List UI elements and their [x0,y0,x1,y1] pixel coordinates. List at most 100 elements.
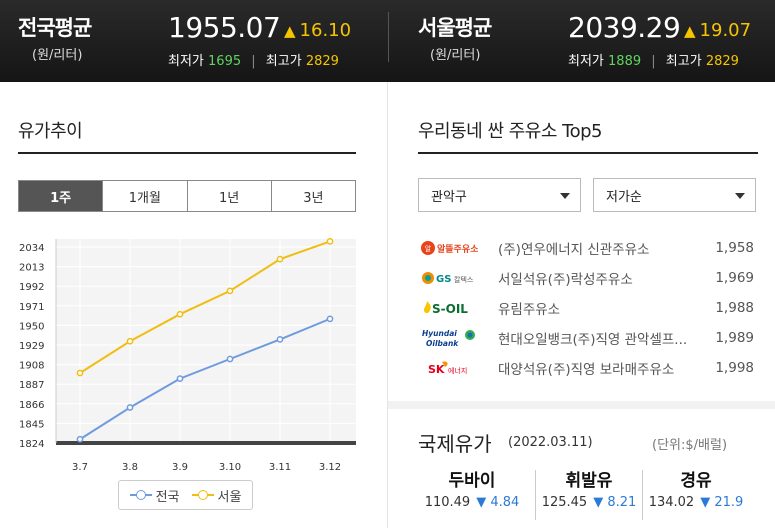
list-item[interactable]: SK 에너지 대양석유(주)직영 보라매주유소 1,998 [418,353,758,383]
cheap-stations-title: 우리동네 싼 주유소 Top5 [418,121,602,142]
station-name: 서일석유(주)락성주유소 [498,272,633,288]
intl-item-price: 134.02 [648,495,695,510]
station-name: (주)연우에너지 신관주유소 [498,242,650,258]
y-tick-label: 1824 [19,439,44,450]
legend-item-seoul[interactable]: 서울 [191,486,242,505]
station-price: 1,998 [715,360,754,376]
y-tick-label: 1950 [19,321,44,332]
intl-item-change: ▼ 21.9 [700,495,743,510]
tab-1-week[interactable]: 1주 [19,181,104,211]
seoul-average-title: 서울평균 [418,16,492,40]
list-item[interactable]: Hyundai Oilbank 현대오일뱅크(주)직영 관악셀프... 1,989 [418,323,758,353]
x-tick-label: 3.8 [122,462,138,473]
national-average-price: 1955.07 [168,11,281,44]
intl-oil-date: (2022.03.11) [508,435,593,450]
y-tick-label: 2013 [19,263,44,274]
list-item[interactable]: GS 칼텍스 서일석유(주)락성주유소 1,969 [418,263,758,293]
station-price: 1,969 [715,270,754,286]
separator: | [651,54,656,69]
national-average-unit: (원/리터) [32,48,83,63]
legend-line-marker-icon [191,490,214,500]
triangle-down-icon: ▼ [700,495,715,510]
national-average: 전국평균 (원/리터) 1955.07 ▲ 16.10 최저가 1695 | 최고… [0,0,388,82]
data-point [276,255,284,263]
tab-3-years[interactable]: 3년 [271,181,355,211]
seoul-average-price: 2039.29 [568,11,681,44]
svg-text:S-OIL: S-OIL [432,302,468,316]
x-tick-label: 3.9 [172,462,188,473]
station-name: 대양석유(주)직영 보라매주유소 [498,362,675,378]
y-tick-label: 2034 [19,243,44,254]
data-point [326,315,334,323]
plot-background [56,239,356,443]
national-average-title: 전국평균 [18,16,92,40]
intl-item-change: ▼ 8.21 [593,495,636,510]
data-point [76,369,84,377]
data-point [226,355,234,363]
tab-1-month[interactable]: 1개월 [103,181,188,211]
hyundai-oilbank-logo-icon: Hyundai Oilbank [420,327,480,349]
seoul-average-change: ▲ 19.07 [684,20,751,41]
data-point [326,238,334,245]
x-tick-label: 3.7 [72,462,88,473]
triangle-up-icon: ▲ [284,22,296,40]
intl-oil-title: 국제유가 [418,432,492,456]
intl-item-price: 110.49 [424,495,471,510]
triangle-down-icon: ▼ [476,495,491,510]
seoul-minmax: 최저가 1889 | 최고가 2829 [568,50,739,69]
x-tick-label: 3.11 [269,462,291,473]
tab-1-year[interactable]: 1년 [187,181,272,211]
x-axis-bar [56,441,356,445]
national-max-price: 2829 [305,54,339,69]
national-change-value: 16.10 [299,20,352,41]
min-label: 최저가 [168,54,204,69]
svg-text:Oilbank: Oilbank [426,339,459,348]
y-tick-label: 1845 [19,419,44,430]
legend-item-national[interactable]: 전국 [129,486,180,505]
svg-text:알뜰주유소: 알뜰주유소 [437,243,478,255]
district-select[interactable]: 관악구 [418,178,581,212]
intl-item-change-value: 21.9 [714,495,744,510]
national-minmax: 최저가 1695 | 최고가 2829 [168,50,339,69]
cheap-title-underline [418,152,758,154]
gs-caltex-logo-icon: GS 칼텍스 [420,267,480,289]
data-point [126,404,134,411]
trend-title-underline [18,152,356,154]
caret-down-icon [560,193,570,199]
station-price: 1,988 [715,300,754,316]
seoul-average-unit: (원/리터) [430,48,481,63]
x-tick-label: 3.12 [319,462,341,473]
intl-oil-prices: 두바이 110.49 ▼ 4.84 휘발유 125.45 ▼ 8.21 경유 134… [418,462,758,528]
max-label: 최고가 [665,54,702,69]
district-select-value: 관악구 [431,189,467,205]
intl-item-name: 경유 [680,471,712,491]
intl-item-diesel: 경유 134.02 ▼ 21.9 [642,462,750,528]
summary-divider [388,12,389,62]
list-item[interactable]: S-OIL 유림주유소 1,988 [418,293,758,323]
data-point [126,337,134,345]
y-tick-label: 1971 [19,302,44,313]
list-item[interactable]: 알 알뜰주유소 (주)연우에너지 신관주유소 1,958 [418,233,758,263]
data-point [276,336,284,343]
station-list: 알 알뜰주유소 (주)연우에너지 신관주유소 1,958 GS 칼텍스 서일석유(주… [418,233,758,383]
intl-item-name: 두바이 [448,471,496,491]
series-line [79,317,331,441]
triangle-up-icon: ▲ [684,22,696,40]
series-line [79,240,331,374]
sort-select-value: 저가순 [606,189,642,205]
max-label: 최고가 [265,54,302,69]
svg-text:알: 알 [425,244,432,253]
national-min-price: 1695 [208,54,242,69]
legend-label-seoul: 서울 [217,489,242,505]
y-tick-label: 1992 [19,282,44,293]
seoul-average: 서울평균 (원/리터) 2039.29 ▲ 19.07 최저가 1889 | 최고… [388,0,775,82]
price-trend-chart: 1824 1845 1866 1887 1908 1929 1950 1971 1992 2013… [19,238,356,473]
station-price: 1,989 [715,330,754,346]
y-tick-label: 1908 [19,361,44,372]
intl-item-values: 110.49 ▼ 4.84 [418,495,526,510]
station-name: 현대오일뱅크(주)직영 관악셀프... [498,332,688,348]
seoul-min-price: 1889 [608,54,642,69]
svg-text:Hyundai: Hyundai [422,329,457,338]
intl-item-values: 125.45 ▼ 8.21 [535,495,643,510]
sort-select[interactable]: 저가순 [593,178,756,212]
